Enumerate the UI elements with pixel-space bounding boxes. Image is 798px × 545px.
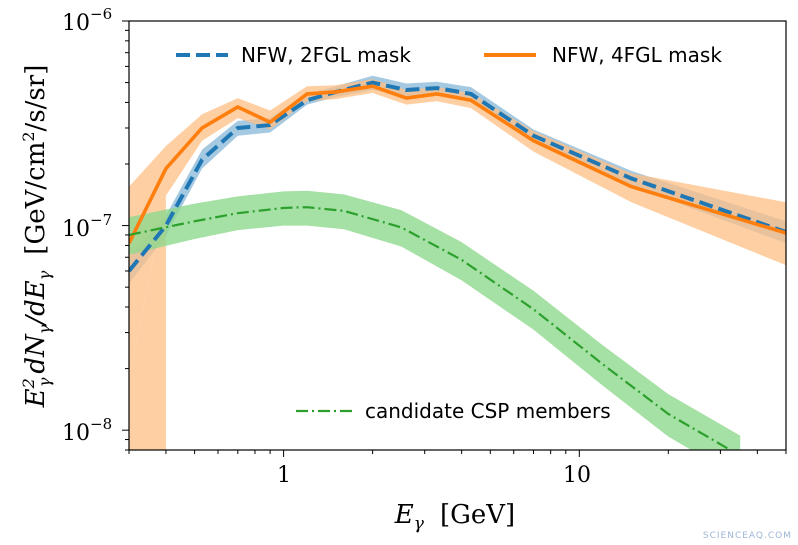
y-axis-label: E2γdNγ/dEγ[GeV/cm2/s/sr] — [19, 65, 54, 409]
y-tick-label-1e-7: 10−7 — [62, 211, 112, 242]
band-csp — [129, 190, 741, 450]
legend-label-4fgl: NFW, 4FGL mask — [552, 43, 722, 67]
line-4fgl — [129, 84, 786, 245]
plot-frame — [128, 20, 787, 451]
legend-bottom: candidate CSP members — [296, 399, 611, 423]
x-axis-label: Eγ [GeV] — [394, 500, 515, 534]
band-floor-4fgl — [129, 195, 166, 450]
watermark: SCIENCEAQ.COM — [703, 531, 792, 541]
series-lines — [129, 80, 786, 450]
x-tick-label-10: 10 — [563, 463, 591, 488]
axis-ticks — [122, 20, 787, 457]
line-csp — [129, 206, 733, 450]
y-tick-label-1e-6: 10−6 — [62, 5, 112, 36]
legend-top: NFW, 2FGL mask NFW, 4FGL mask — [176, 43, 722, 67]
y-tick-label-1e-8: 10−8 — [62, 415, 112, 446]
uncertainty-bands — [129, 75, 786, 450]
legend-label-csp: candidate CSP members — [365, 399, 611, 423]
x-tick-label-1: 1 — [277, 463, 291, 488]
legend-label-2fgl: NFW, 2FGL mask — [241, 43, 411, 67]
